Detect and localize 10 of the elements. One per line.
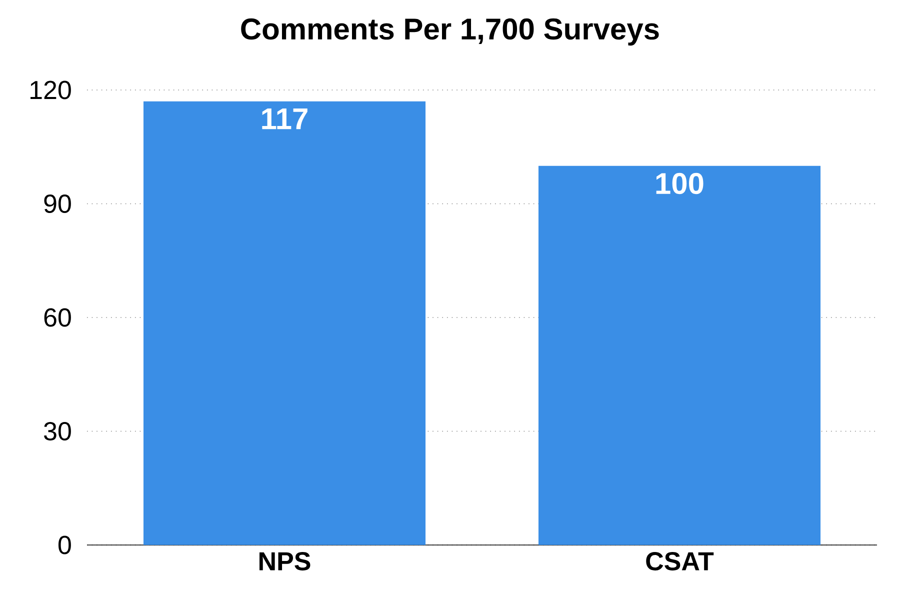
x-tick-label: CSAT <box>646 552 714 570</box>
data-label: 100 <box>656 172 704 194</box>
x-tick-label: NPS <box>259 552 310 570</box>
data-label: 117 <box>262 108 308 130</box>
y-tick-label: 0 <box>58 536 71 554</box>
y-tick-label: 30 <box>44 422 71 440</box>
chart-title: Comments Per 1,700 Surveys <box>241 18 659 46</box>
y-tick-label: 120 <box>30 80 71 100</box>
y-tick-label: 60 <box>44 308 71 327</box>
y-tick-label: 90 <box>44 194 71 213</box>
